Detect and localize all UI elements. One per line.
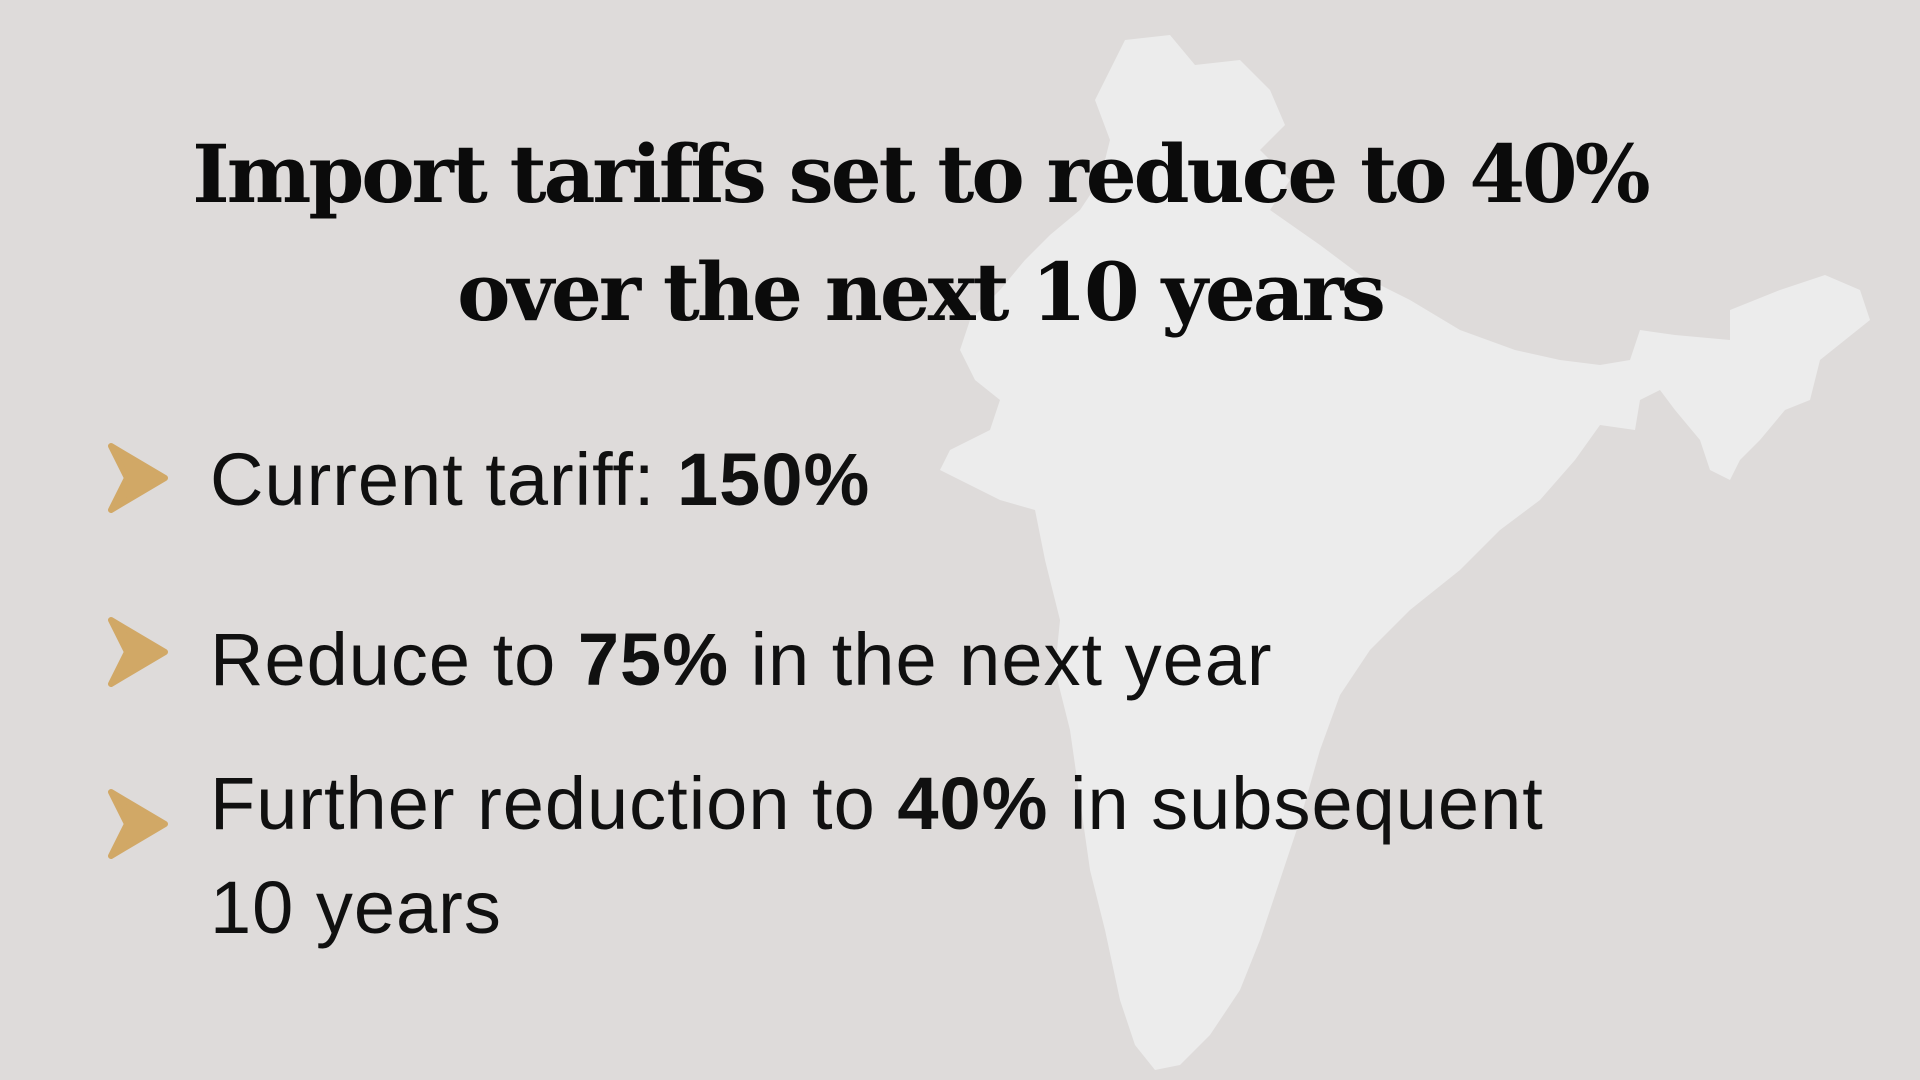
- bullet-text-plain: in the next year: [729, 618, 1273, 701]
- chevron-right-icon: [108, 443, 168, 513]
- bullet-text-plain: Reduce to: [210, 618, 578, 701]
- bullet-text: Further reduction to 40% in subsequent 10…: [210, 752, 1810, 960]
- chevron-right-icon: [108, 789, 168, 859]
- bullet-text-plain: Further reduction to: [210, 762, 898, 845]
- india-map-icon: [940, 35, 1870, 1070]
- slide-title-line-2: over the next 10 years: [457, 245, 1386, 339]
- bullet-text-value: 150%: [677, 438, 871, 521]
- bullet-text-value: 75%: [577, 618, 730, 701]
- bullet-text: Reduce to 75% in the next year: [210, 608, 1810, 712]
- bullet-text-plain: in subsequent: [1048, 762, 1544, 845]
- bullet-text-value: 40%: [897, 762, 1049, 845]
- bullet-text-plain: Current tariff:: [210, 438, 678, 521]
- bullet-text-line-2: 10 years: [210, 866, 502, 949]
- chevron-right-icon: [108, 617, 168, 687]
- slide-title-line-1: Import tariffs set to reduce to 40%: [192, 127, 1650, 221]
- bullet-text: Current tariff: 150%: [210, 428, 1810, 532]
- slide-title: Import tariffs set to reduce to 40% over…: [180, 115, 1660, 351]
